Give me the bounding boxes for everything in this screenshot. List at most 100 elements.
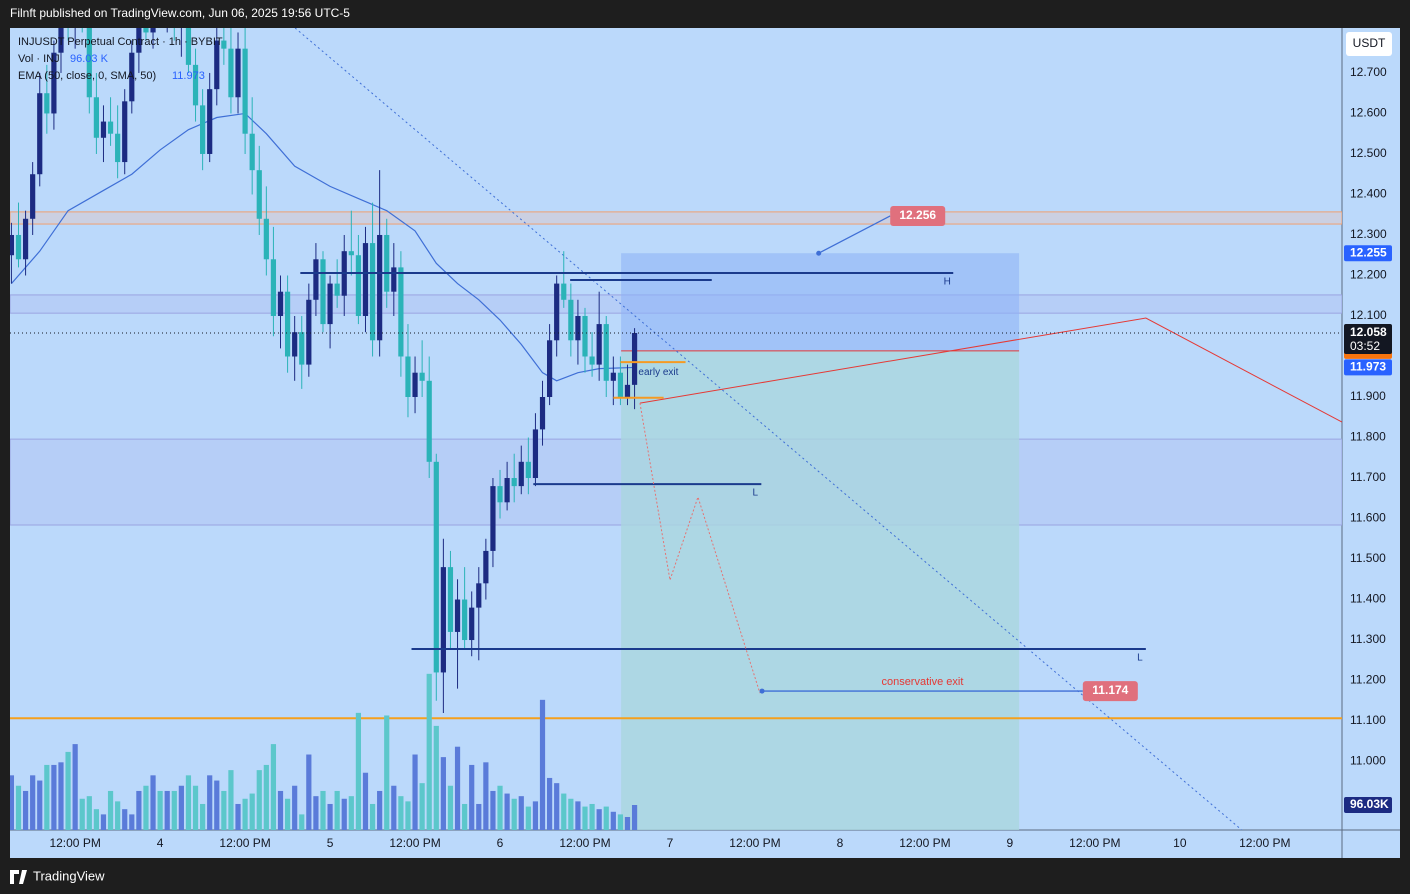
target-zone — [621, 350, 1020, 830]
candle-body — [277, 291, 284, 316]
volume-bar — [582, 806, 588, 830]
volume-bar — [554, 783, 560, 830]
symbol-title: INJUSDT Perpetual Contract · 1h · BYBIT — [18, 36, 223, 48]
candle-body — [462, 599, 468, 641]
y-tick-label: 12.300 — [1350, 227, 1387, 241]
volume-bar — [143, 785, 149, 830]
candle-body — [10, 234, 15, 256]
candle-body — [313, 259, 319, 300]
candle-body — [292, 332, 298, 357]
ema-legend: EMA (50, close, 0, SMA, 50) — [18, 70, 156, 82]
volume-bar — [391, 785, 397, 830]
volume-bar — [497, 785, 503, 830]
volume-bar — [299, 814, 305, 830]
candle-body — [30, 174, 36, 219]
candle-body — [249, 133, 255, 171]
volume-bar — [525, 806, 531, 830]
y-tick-label: 11.100 — [1350, 713, 1386, 727]
volume-bar — [93, 809, 99, 830]
y-tick-label: 11.900 — [1350, 389, 1386, 403]
volume-bar — [256, 770, 262, 830]
volume-bar — [44, 764, 50, 830]
callout-value: 12.256 — [899, 208, 936, 222]
volume-bar — [306, 754, 312, 830]
y-tick-label: 11.400 — [1350, 592, 1386, 606]
volume-bar — [369, 803, 376, 830]
volume-bar — [419, 783, 425, 830]
volume-bar — [107, 790, 114, 830]
exit-label: early exit — [638, 367, 678, 378]
currency-button[interactable] — [1346, 32, 1392, 56]
volume-bar — [631, 805, 638, 830]
y-tick-label: 11.300 — [1350, 632, 1386, 646]
candle-body — [334, 283, 340, 296]
candle-body — [284, 291, 291, 357]
candle-body — [221, 40, 227, 49]
candle-body — [554, 283, 560, 341]
candle-body — [150, 28, 156, 33]
volume-bar — [129, 814, 135, 830]
volume-bar — [617, 814, 624, 830]
candle-body — [610, 372, 616, 381]
volume-bar — [518, 796, 524, 830]
y-tick-label: 12.400 — [1350, 187, 1387, 201]
x-tick-label: 12:00 PM — [559, 836, 610, 850]
volume-bar — [192, 785, 199, 830]
currency-label: USDT — [1353, 36, 1386, 50]
candle-body — [136, 28, 142, 53]
volume-bar — [589, 803, 595, 830]
x-tick-label: 7 — [667, 836, 674, 850]
candle-body — [100, 121, 107, 138]
volume-bar — [15, 785, 22, 830]
volume-bar — [603, 806, 609, 830]
volume-bar — [10, 775, 15, 830]
y-tick-label: 11.700 — [1350, 470, 1386, 484]
candle-body — [469, 607, 475, 641]
candle-body — [391, 267, 397, 292]
volume-bar — [79, 798, 85, 830]
volume-bar — [37, 780, 43, 830]
candle-body — [143, 28, 149, 33]
candle-body — [200, 105, 206, 154]
trend-line — [294, 28, 1243, 830]
candle-body — [447, 567, 454, 632]
candle-body — [256, 170, 262, 219]
candle-body — [15, 234, 22, 260]
candle-body — [518, 461, 524, 487]
candle-body — [419, 372, 425, 381]
last-price-label: 12.058 — [1350, 325, 1387, 339]
candle-body — [51, 52, 57, 114]
volume-legend-value: 96.03 K — [70, 53, 109, 65]
candle-body — [490, 486, 496, 551]
volume-bar — [86, 796, 92, 830]
volume-bar — [476, 803, 482, 830]
candle-body — [624, 384, 631, 398]
x-tick-label: 12:00 PM — [1239, 836, 1290, 850]
price-tag-label: 12.255 — [1350, 245, 1387, 259]
volume-bar — [355, 712, 362, 830]
volume-bar — [150, 775, 156, 830]
callout-line — [818, 215, 891, 254]
callout-box — [1082, 681, 1138, 702]
candle-body — [86, 28, 92, 98]
candle-body — [320, 259, 326, 325]
volume-bar — [490, 790, 496, 830]
candle-body — [617, 372, 624, 398]
candle-body — [22, 218, 29, 260]
volume-bar — [440, 757, 446, 830]
projection-line — [639, 317, 1342, 423]
last-price-tag — [1344, 324, 1392, 355]
candle-body — [185, 28, 192, 65]
volume-bar — [511, 798, 517, 830]
candle-body — [568, 299, 574, 341]
volume-bar — [348, 796, 354, 830]
volume-bar — [228, 770, 234, 830]
candle-body — [589, 356, 595, 365]
candle-body — [228, 48, 234, 98]
volume-bar — [405, 801, 411, 830]
candle-body — [306, 299, 312, 365]
volume-bar — [270, 744, 277, 830]
x-tick-label: 12:00 PM — [49, 836, 100, 850]
candle-body — [603, 324, 609, 381]
candle-body — [525, 461, 531, 479]
